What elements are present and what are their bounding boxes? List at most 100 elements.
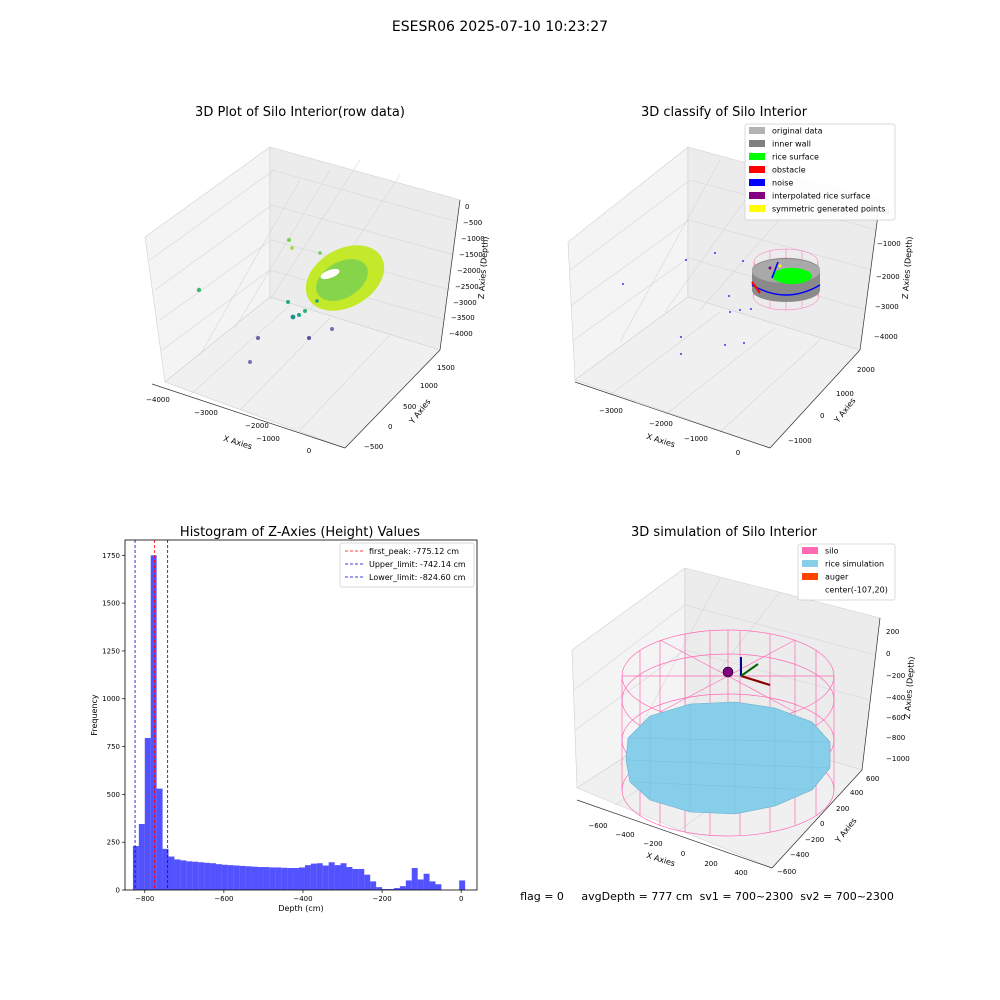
histogram-y-tick-label: 1000: [102, 695, 120, 703]
classify-legend-label: interpolated rice surface: [772, 192, 870, 201]
panel4-z-ticks: 200 0 −200 −400 −600 −800 −1000: [886, 628, 910, 763]
panel4-z-tick: −200: [886, 672, 905, 680]
panel4-y-tick: 600: [866, 775, 879, 783]
histogram-bar: [281, 867, 288, 890]
panel2-noise-point: [685, 259, 687, 261]
histogram-bar: [156, 788, 163, 890]
panel4-rice-surface: [625, 701, 831, 815]
histogram-legend-label: Upper_limit: -742.14 cm: [369, 560, 466, 569]
histogram-bar: [429, 881, 436, 890]
classify-legend-label: noise: [772, 179, 793, 188]
histogram-bar: [293, 868, 300, 890]
panel1-point: [330, 327, 334, 331]
panel2-x-ticks: −3000 −2000 −1000 0: [599, 407, 740, 457]
histogram-bar: [364, 874, 371, 890]
panel1-point-cloud-gap: [320, 268, 340, 280]
panel4-auger-y: [740, 663, 759, 677]
panel2-symmetric-point: [778, 264, 782, 268]
panel1-y-tick: 1000: [420, 382, 438, 390]
histogram-y-tick-label: 500: [107, 791, 120, 799]
panel1-z-tick: −500: [463, 219, 482, 227]
histogram-bar: [275, 867, 282, 890]
panel4-z-tick: −400: [886, 694, 905, 702]
panel4-y-ticks: −600 −400 −200 0 200 400 600: [777, 775, 879, 876]
panel2-noise-point: [728, 295, 730, 297]
panel2-axes: [574, 199, 881, 449]
histogram-y-tick-label: 1250: [102, 647, 120, 655]
panel2-y-tick: 2000: [857, 366, 875, 374]
panel1-z-tick: −2500: [455, 283, 479, 291]
histogram-bar: [459, 880, 466, 890]
histogram-y-tick-label: 250: [107, 839, 120, 847]
histogram-bar: [221, 864, 228, 890]
panel1-point: [248, 360, 252, 364]
panel3-vlines: [134, 540, 169, 890]
panel1-outlier-points: [196, 238, 334, 364]
histogram-bar: [388, 889, 394, 890]
panel1-y-tick: 0: [388, 423, 392, 431]
histogram-bar: [150, 555, 157, 890]
panel4-x-tick: −200: [643, 840, 662, 848]
classify-legend-label: inner wall: [772, 140, 811, 149]
histogram-bar: [358, 868, 365, 890]
histogram-bar: [405, 880, 412, 890]
panel3-bars: [132, 555, 466, 890]
panel1-title: 3D Plot of Silo Interior(row data): [195, 105, 405, 120]
histogram-y-tick-label: 750: [107, 743, 120, 751]
histogram-bar: [316, 863, 323, 890]
simulation-legend-swatch: [802, 560, 818, 567]
panel4-y-tick: −600: [777, 868, 796, 876]
panel2-y-tick: −1000: [788, 437, 812, 445]
histogram-bar: [287, 868, 294, 890]
panel1-x-tick: 0: [307, 447, 311, 455]
panel4-x-ticks: −600 −400 −200 0 200 400: [588, 822, 747, 877]
panel1-point: [286, 300, 290, 304]
histogram-bar: [257, 867, 264, 890]
panel3-y-label: Frequency: [90, 694, 99, 736]
panel4-title: 3D simulation of Silo Interior: [631, 525, 818, 540]
panel1-point: [307, 336, 311, 340]
simulation-legend-label: auger: [825, 573, 849, 582]
histogram-bar: [198, 862, 205, 890]
classify-legend-swatch: [749, 192, 765, 199]
panel2-z-tick: −1000: [877, 240, 901, 248]
histogram-bar: [423, 873, 430, 890]
panel1-z-tick: −3500: [451, 314, 475, 322]
panel1-z-tick: 0: [465, 203, 469, 211]
panel2-y-tick: 1000: [836, 390, 854, 398]
panel3-x-ticks: −800 −600 −400 −200 0: [135, 890, 463, 903]
panel1-z-tick: −3000: [453, 299, 477, 307]
panel1-z-label: Z Axies (Depth): [477, 236, 490, 299]
panel1-point: [303, 309, 307, 313]
panel1-z-tick: −1000: [461, 235, 485, 243]
panel2-noise-point: [729, 311, 731, 313]
panel1-x-tick: −3000: [194, 409, 218, 417]
figure-suptitle: ESESR06 2025-07-10 10:23:27: [392, 19, 608, 35]
histogram-legend-label: first_peak: -775.12 cm: [369, 547, 459, 556]
panel1-point: [290, 314, 296, 320]
classify-legend-swatch: [749, 127, 765, 134]
panel2-legend: original data inner wall rice surface obsta…: [744, 123, 896, 221]
panel1-x-tick: −1000: [256, 435, 280, 443]
histogram-bar: [376, 887, 383, 890]
histogram-bar: [417, 879, 424, 890]
panel2-x-tick: −1000: [684, 435, 708, 443]
histogram-bar: [186, 861, 193, 890]
panel2-z-ticks: 0 −1000 −2000 −3000 −4000: [874, 208, 901, 341]
panel1-point-cloud-inner: [316, 259, 368, 301]
panel2-noise-point: [714, 252, 716, 254]
panel2-z-tick: −3000: [875, 303, 899, 311]
panel1-y-tick: 1500: [437, 364, 455, 372]
panel4-x-tick: −400: [615, 831, 634, 839]
histogram-bar: [299, 867, 305, 890]
panel4-y-tick: −400: [790, 851, 809, 859]
histogram-bar: [322, 865, 329, 890]
panel3-legend-box: [339, 542, 475, 588]
histogram-bar: [382, 889, 389, 890]
panel3-frame: [124, 539, 478, 891]
panel2-z-label: Z Axies (Depth): [901, 236, 914, 299]
histogram-bar: [334, 865, 341, 890]
panel4-z-tick: 0: [886, 650, 890, 658]
panel2-noise-stroke: [771, 261, 779, 279]
